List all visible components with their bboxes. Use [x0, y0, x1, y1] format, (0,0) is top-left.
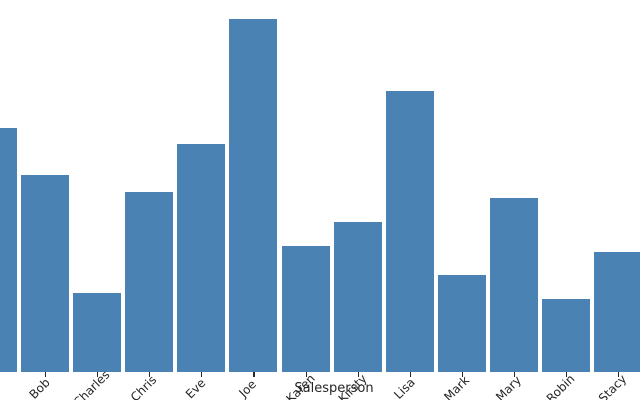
bar — [385, 91, 434, 372]
x-axis-tick — [357, 372, 359, 377]
x-axis-tick — [409, 372, 411, 377]
x-axis-tick — [253, 372, 255, 377]
x-tick-label: Chris — [128, 372, 160, 400]
x-axis-tick — [45, 372, 47, 377]
bar — [229, 19, 278, 372]
bar — [437, 275, 486, 372]
x-axis-tick — [149, 372, 151, 377]
x-axis-label: Salesperson — [294, 380, 374, 396]
x-tick-label: Bob — [26, 375, 53, 400]
bar — [177, 144, 226, 372]
x-tick-label: Mary — [493, 373, 524, 400]
x-axis-tick — [461, 372, 463, 377]
bar — [0, 128, 17, 372]
bar — [281, 246, 330, 372]
bar — [73, 293, 122, 372]
x-axis-tick — [513, 372, 516, 377]
x-axis-tick — [305, 372, 307, 377]
x-tick-label: Mark — [440, 373, 472, 400]
x-axis-tick — [97, 372, 99, 377]
x-axis-tick — [566, 372, 568, 377]
x-tick-label: Joe — [236, 377, 260, 400]
x-tick-label: Charles — [70, 367, 113, 400]
bar — [542, 299, 590, 372]
x-tick-label: Lisa — [390, 375, 418, 400]
x-tick-label: Eve — [183, 375, 209, 400]
x-axis-tick — [618, 372, 620, 377]
x-axis-tick — [201, 372, 203, 377]
bar — [489, 198, 538, 372]
x-tick-label: Stacy — [595, 371, 630, 400]
bar — [594, 252, 640, 372]
bar — [21, 175, 69, 372]
x-tick-label: Robin — [543, 371, 578, 400]
bar — [333, 222, 382, 372]
bar — [125, 192, 174, 372]
